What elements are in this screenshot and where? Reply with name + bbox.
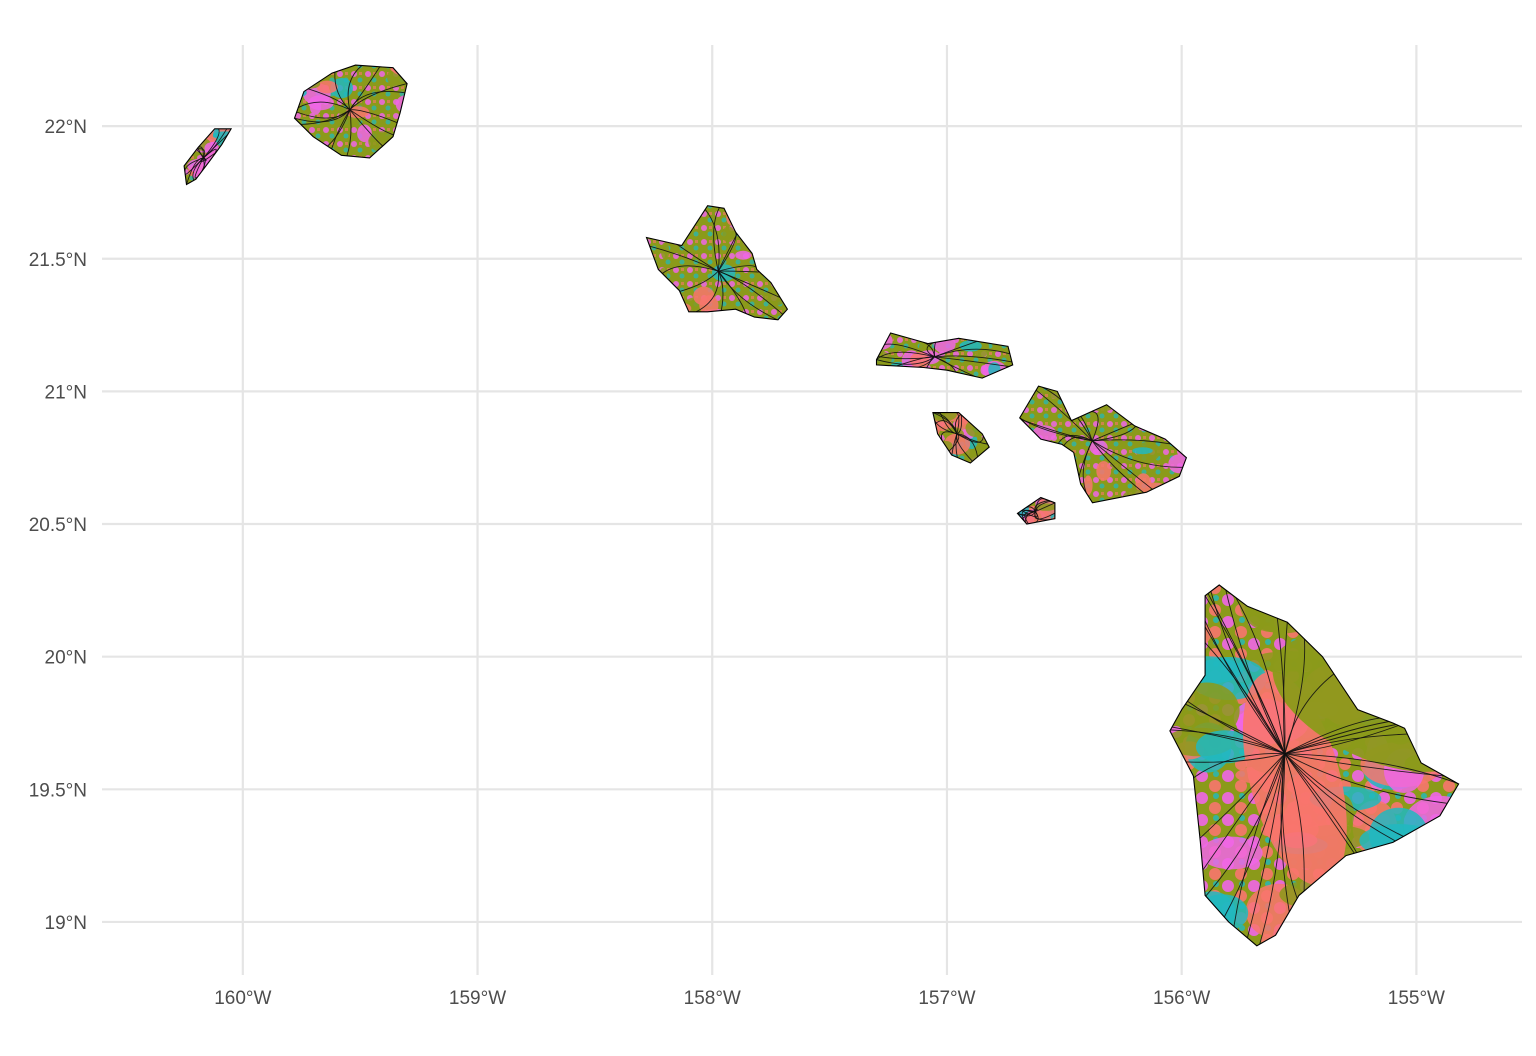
island-outline (645, 205, 789, 321)
y-tick-label: 21°N (45, 382, 87, 403)
watershed-lines (1170, 589, 1458, 945)
x-tick-label: 156°W (1153, 988, 1210, 1009)
island-outline (1016, 496, 1056, 525)
y-tick-label: 19.5°N (29, 780, 87, 801)
x-tick-label: 159°W (449, 988, 506, 1009)
y-tick-label: 20°N (45, 648, 87, 669)
grid-layer (102, 45, 1522, 975)
island-niihau (183, 128, 233, 186)
island-outline (932, 412, 990, 464)
x-tick-label: 155°W (1388, 988, 1445, 1009)
island-kauai (293, 64, 408, 159)
island-outline (875, 332, 1014, 379)
y-tick-label: 19°N (45, 913, 87, 934)
watershed-lines (294, 65, 408, 156)
watershed-lines (649, 207, 784, 320)
y-tick-label: 20.5°N (29, 515, 87, 536)
island-outline (183, 128, 233, 186)
watershed-lines (876, 340, 1012, 377)
x-tick-label: 157°W (918, 988, 975, 1009)
island-hawaii (1169, 584, 1460, 947)
watershed-lines (932, 412, 988, 462)
x-tick-label: 160°W (214, 988, 271, 1009)
island-outline (1019, 385, 1188, 504)
island-oahu (645, 205, 789, 321)
island-outline (1169, 584, 1460, 947)
watershed-lines (1017, 498, 1055, 524)
y-tick-label: 21.5°N (29, 250, 87, 271)
axis-labels: 160°W 159°W 158°W 157°W 156°W 155°W 19°N 19.5°N… (29, 117, 1445, 1009)
regions-layer (183, 64, 1460, 947)
island-molokai (875, 332, 1014, 379)
island-maui (1019, 385, 1188, 504)
island-kahoolawe (1016, 496, 1056, 525)
x-tick-label: 158°W (684, 988, 741, 1009)
island-outline (293, 64, 408, 159)
island-lanai (932, 412, 990, 464)
y-tick-label: 22°N (45, 117, 87, 138)
